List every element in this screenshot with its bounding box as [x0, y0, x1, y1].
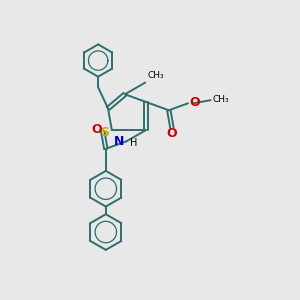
- Text: CH₃: CH₃: [213, 95, 230, 104]
- Text: O: O: [92, 123, 102, 136]
- Text: O: O: [189, 96, 200, 109]
- Text: S: S: [100, 126, 109, 139]
- Text: CH₃: CH₃: [147, 70, 164, 80]
- Text: O: O: [167, 127, 177, 140]
- Text: H: H: [130, 138, 137, 148]
- Text: N: N: [114, 135, 124, 148]
